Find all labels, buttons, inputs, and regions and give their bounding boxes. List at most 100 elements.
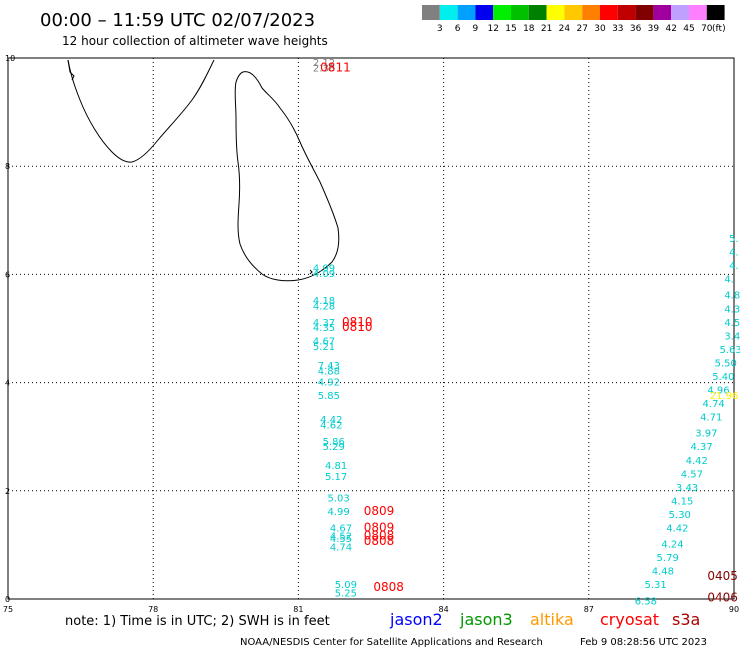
wave-height-value: 4.88 bbox=[318, 366, 340, 377]
legend-label: 45 bbox=[683, 24, 694, 34]
legend-swatch bbox=[457, 5, 476, 20]
wave-height-value: 5.40 bbox=[712, 372, 734, 383]
wave-height-value: 5.63 bbox=[719, 345, 740, 356]
pass-time: 0810 bbox=[342, 315, 373, 329]
wave-height-value: 4. bbox=[729, 247, 739, 258]
legend-label: 24 bbox=[559, 24, 571, 34]
legend-label: 42 bbox=[665, 24, 676, 34]
wave-height-value: 4.35 bbox=[313, 323, 335, 334]
pass-time: 0808 bbox=[364, 534, 395, 548]
wave-height-value: 21.96 bbox=[710, 391, 739, 402]
wave-height-value: 5.29 bbox=[323, 442, 345, 453]
coast-detail bbox=[309, 269, 313, 275]
wave-height-value: 5.09 bbox=[335, 580, 357, 591]
wave-height-labels: 2.122.384.994.094.184.284.374.354.675.21… bbox=[313, 58, 740, 607]
wave-height-value: 5.30 bbox=[669, 510, 691, 521]
footer-generated: Feb 9 08:28:56 UTC 2023 bbox=[580, 637, 707, 648]
color-scale-legend: 3 6 9 12 15 18 21 24 27 30 33 36 39 42 45 70 (ft) bbox=[422, 5, 726, 34]
india-coastline bbox=[67, 59, 215, 163]
wave-height-value: 3.43 bbox=[676, 483, 698, 494]
wave-height-value: 4.99 bbox=[313, 264, 335, 275]
legend-label: 21 bbox=[541, 24, 552, 34]
legend-swatch bbox=[422, 5, 440, 20]
legend-label: 9 bbox=[473, 24, 479, 34]
wave-height-value: 4.24 bbox=[661, 540, 683, 551]
legend-label: 12 bbox=[487, 24, 498, 34]
wave-height-value: 3.40 bbox=[724, 331, 740, 342]
legend-swatch bbox=[653, 5, 672, 20]
footer-note: note: 1) Time is in UTC; 2) SWH is in fe… bbox=[65, 614, 330, 629]
satellite-name: altika bbox=[530, 610, 574, 629]
wave-height-value: 5.86 bbox=[323, 437, 345, 448]
wave-height-value: 5.31 bbox=[644, 580, 666, 591]
y-tick-label: 6 bbox=[5, 270, 10, 279]
y-tick-label: 0 bbox=[5, 595, 10, 604]
legend-label: 18 bbox=[523, 24, 535, 34]
wave-height-value: 2.12 bbox=[313, 58, 335, 69]
wave-height-value: 4.99 bbox=[327, 507, 349, 518]
legend-swatch bbox=[475, 5, 494, 20]
wave-height-value: 2.38 bbox=[313, 64, 335, 75]
wave-height-value: 4.48 bbox=[652, 567, 674, 578]
pass-time: 0811 bbox=[320, 61, 351, 75]
legend-swatch bbox=[564, 5, 583, 20]
wave-height-value: 4.8 bbox=[724, 291, 740, 302]
legend-label: 3 bbox=[437, 24, 443, 34]
x-tick-label: 90 bbox=[729, 605, 739, 614]
map-frame bbox=[7, 57, 735, 600]
legend-label: 30 bbox=[594, 24, 606, 34]
legend-swatch bbox=[439, 5, 458, 20]
pass-time: 0405 bbox=[707, 569, 738, 583]
wave-height-value: 4.42 bbox=[320, 415, 342, 426]
legend-swatch bbox=[706, 5, 725, 20]
wave-height-value: 4.55 bbox=[330, 534, 352, 545]
wave-height-value: 4.3 bbox=[724, 304, 740, 315]
x-tick-label: 87 bbox=[584, 605, 594, 614]
wave-height-value: 4.81 bbox=[325, 461, 347, 472]
legend-swatch bbox=[617, 5, 636, 20]
x-tick-label: 84 bbox=[439, 605, 449, 614]
sri-lanka-coastline bbox=[67, 59, 340, 282]
legend-unit: (ft) bbox=[712, 24, 726, 34]
wave-height-value: 5.50 bbox=[715, 358, 737, 369]
wave-height-value: 5.25 bbox=[335, 588, 357, 599]
pass-time: 0808 bbox=[364, 528, 395, 542]
axis-ticks: 75 78 81 84 87 90 0 2 4 6 8 10 bbox=[3, 54, 739, 614]
y-tick-label: 4 bbox=[5, 379, 10, 388]
legend-swatch bbox=[493, 5, 511, 20]
wave-height-value: 5.17 bbox=[325, 472, 347, 483]
wave-height-value: 4.67 bbox=[330, 523, 352, 534]
wave-height-value: 4.71 bbox=[700, 412, 722, 423]
wave-height-value: 5.21 bbox=[313, 342, 335, 353]
wave-height-value: 4.37 bbox=[690, 442, 712, 453]
page-title: 00:00 – 11:59 UTC 02/07/2023 bbox=[40, 10, 315, 31]
satellite-legend: jason2 jason3 altika cryosat s3a bbox=[389, 610, 700, 629]
legend-swatch bbox=[546, 5, 565, 20]
legend-label: 70 bbox=[701, 24, 713, 34]
legend-label: 33 bbox=[612, 24, 623, 34]
wave-height-value: 4.42 bbox=[686, 456, 708, 467]
wave-height-value: 4.5 bbox=[724, 318, 740, 329]
wave-height-value: 4.28 bbox=[313, 302, 335, 313]
wave-height-value: 4. bbox=[724, 275, 734, 286]
legend-swatch bbox=[635, 5, 654, 20]
wave-height-value: 4.18 bbox=[313, 296, 335, 307]
x-tick-label: 75 bbox=[3, 605, 13, 614]
legend-swatch bbox=[582, 5, 600, 20]
satellite-name: jason3 bbox=[459, 610, 513, 629]
y-tick-label: 8 bbox=[5, 162, 10, 171]
wave-height-value: 4.74 bbox=[703, 399, 725, 410]
wave-height-value: 4.15 bbox=[671, 496, 693, 507]
wave-height-value: 4.09 bbox=[313, 269, 335, 280]
pass-time: 0810 bbox=[342, 320, 373, 334]
sri-lanka-outline bbox=[234, 71, 340, 282]
pass-time: 0809 bbox=[364, 520, 395, 534]
legend-swatch bbox=[511, 5, 529, 20]
legend-swatch bbox=[600, 5, 618, 20]
legend-label: 15 bbox=[505, 24, 516, 34]
wave-height-value: 5.85 bbox=[318, 391, 340, 402]
legend-swatch bbox=[528, 5, 547, 20]
wave-height-value: 4.92 bbox=[318, 377, 340, 388]
